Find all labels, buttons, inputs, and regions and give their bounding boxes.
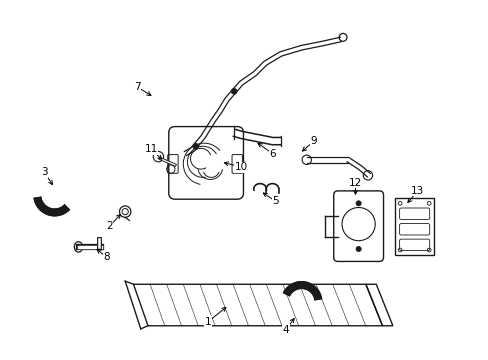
Text: 3: 3 [41,167,47,177]
Circle shape [231,89,237,94]
Text: 4: 4 [282,325,289,335]
Circle shape [192,143,198,149]
Circle shape [355,246,361,252]
Bar [394,198,433,255]
Text: 11: 11 [144,144,158,154]
Circle shape [355,201,361,206]
Text: 5: 5 [272,196,278,206]
Text: 1: 1 [204,316,211,327]
Text: 13: 13 [410,186,424,196]
Text: 6: 6 [269,149,275,158]
Text: 10: 10 [234,162,247,172]
Text: 2: 2 [106,221,113,231]
Text: 7: 7 [134,82,141,92]
Polygon shape [34,197,69,216]
Text: 8: 8 [103,252,110,262]
Polygon shape [283,282,321,300]
Text: 9: 9 [310,136,317,146]
Text: 12: 12 [348,177,362,188]
